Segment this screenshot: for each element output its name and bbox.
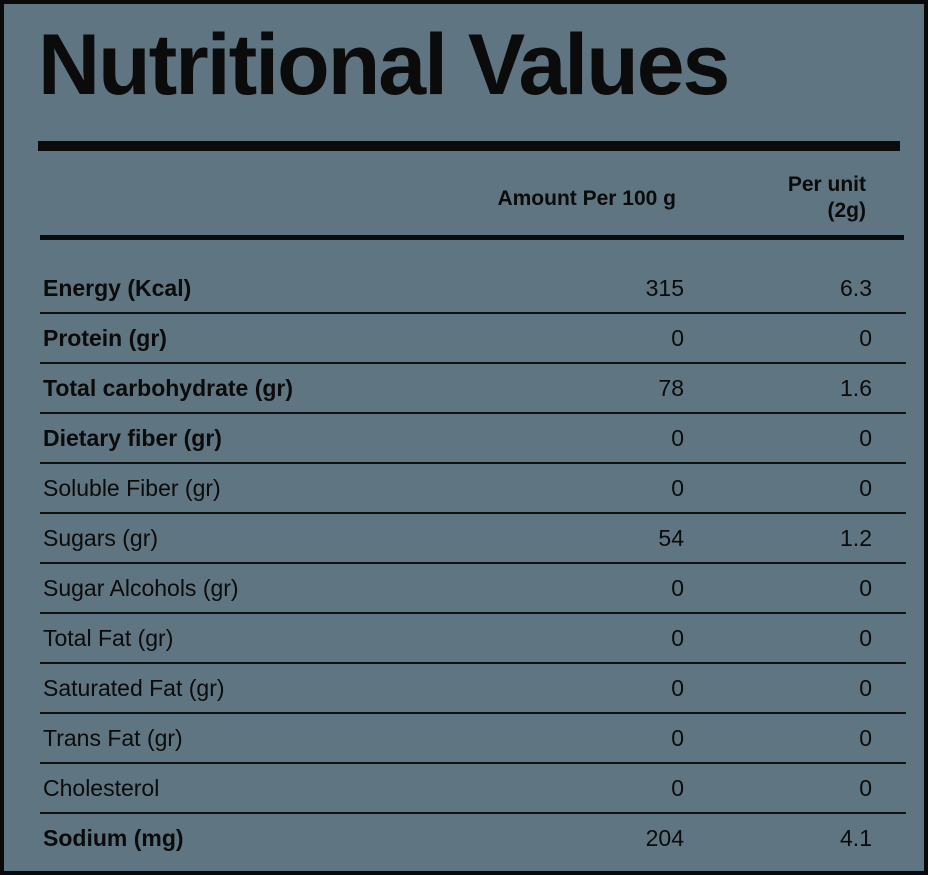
amount-per-100g: 204	[645, 825, 684, 851]
amount-per-100g: 0	[671, 325, 684, 351]
amount-per-100g: 0	[671, 675, 684, 701]
nutrient-label: Total Fat (gr)	[43, 625, 174, 651]
amount-per-100g: 0	[671, 625, 684, 651]
amount-per-100g: 315	[645, 275, 684, 301]
amount-per-100g: 0	[671, 725, 684, 751]
title-divider	[38, 141, 900, 151]
header-divider	[40, 235, 904, 240]
amount-per-100g: 0	[671, 425, 684, 451]
table-row: Soluble Fiber (gr) 0 0	[40, 464, 906, 514]
nutrient-label: Cholesterol	[43, 775, 160, 801]
column-header-per-unit: Per unit (2g)	[726, 172, 866, 224]
table-row: Energy (Kcal) 315 6.3	[40, 264, 906, 314]
table-row: Sugars (gr) 54 1.2	[40, 514, 906, 564]
table-row: Cholesterol 0 0	[40, 764, 906, 814]
nutrient-label: Soluble Fiber (gr)	[43, 475, 221, 501]
amount-per-unit: 0	[859, 625, 872, 651]
amount-per-unit: 1.6	[840, 375, 872, 401]
table-row: Total carbohydrate (gr) 78 1.6	[40, 364, 906, 414]
amount-per-100g: 0	[671, 575, 684, 601]
table-row: Trans Fat (gr) 0 0	[40, 714, 906, 764]
amount-per-unit: 0	[859, 675, 872, 701]
table-row: Dietary fiber (gr) 0 0	[40, 414, 906, 464]
amount-per-unit: 0	[859, 425, 872, 451]
per-unit-size: (2g)	[827, 199, 867, 222]
amount-per-100g: 78	[658, 375, 684, 401]
amount-per-unit: 0	[859, 575, 872, 601]
nutrient-label: Sugar Alcohols (gr)	[43, 575, 239, 601]
table-row: Total Fat (gr) 0 0	[40, 614, 906, 664]
amount-per-100g: 0	[671, 775, 684, 801]
page-title: Nutritional Values	[38, 17, 730, 113]
nutrient-label: Total carbohydrate (gr)	[43, 375, 294, 401]
amount-per-100g: 0	[671, 475, 684, 501]
nutrient-label: Sodium (mg)	[43, 825, 184, 851]
column-header-amount: Amount Per 100 g	[497, 187, 676, 210]
amount-per-unit: 1.2	[840, 525, 872, 551]
amount-per-100g: 54	[658, 525, 684, 551]
amount-per-unit: 6.3	[840, 275, 872, 301]
nutrient-label: Saturated Fat (gr)	[43, 675, 225, 701]
amount-per-unit: 0	[859, 725, 872, 751]
nutrient-label: Energy (Kcal)	[43, 275, 192, 301]
table-row: Protein (gr) 0 0	[40, 314, 906, 364]
nutrient-label: Sugars (gr)	[43, 525, 159, 551]
amount-per-unit: 0	[859, 775, 872, 801]
amount-per-unit: 4.1	[840, 825, 872, 851]
nutrient-label: Protein (gr)	[43, 325, 167, 351]
nutrient-label: Trans Fat (gr)	[43, 725, 183, 751]
amount-per-unit: 0	[859, 325, 872, 351]
table-row: Saturated Fat (gr) 0 0	[40, 664, 906, 714]
per-unit-label: Per unit	[787, 173, 866, 196]
table-row: Sodium (mg) 204 4.1	[40, 814, 906, 864]
amount-per-unit: 0	[859, 475, 872, 501]
table-row: Sugar Alcohols (gr) 0 0	[40, 564, 906, 614]
nutrient-label: Dietary fiber (gr)	[43, 425, 222, 451]
